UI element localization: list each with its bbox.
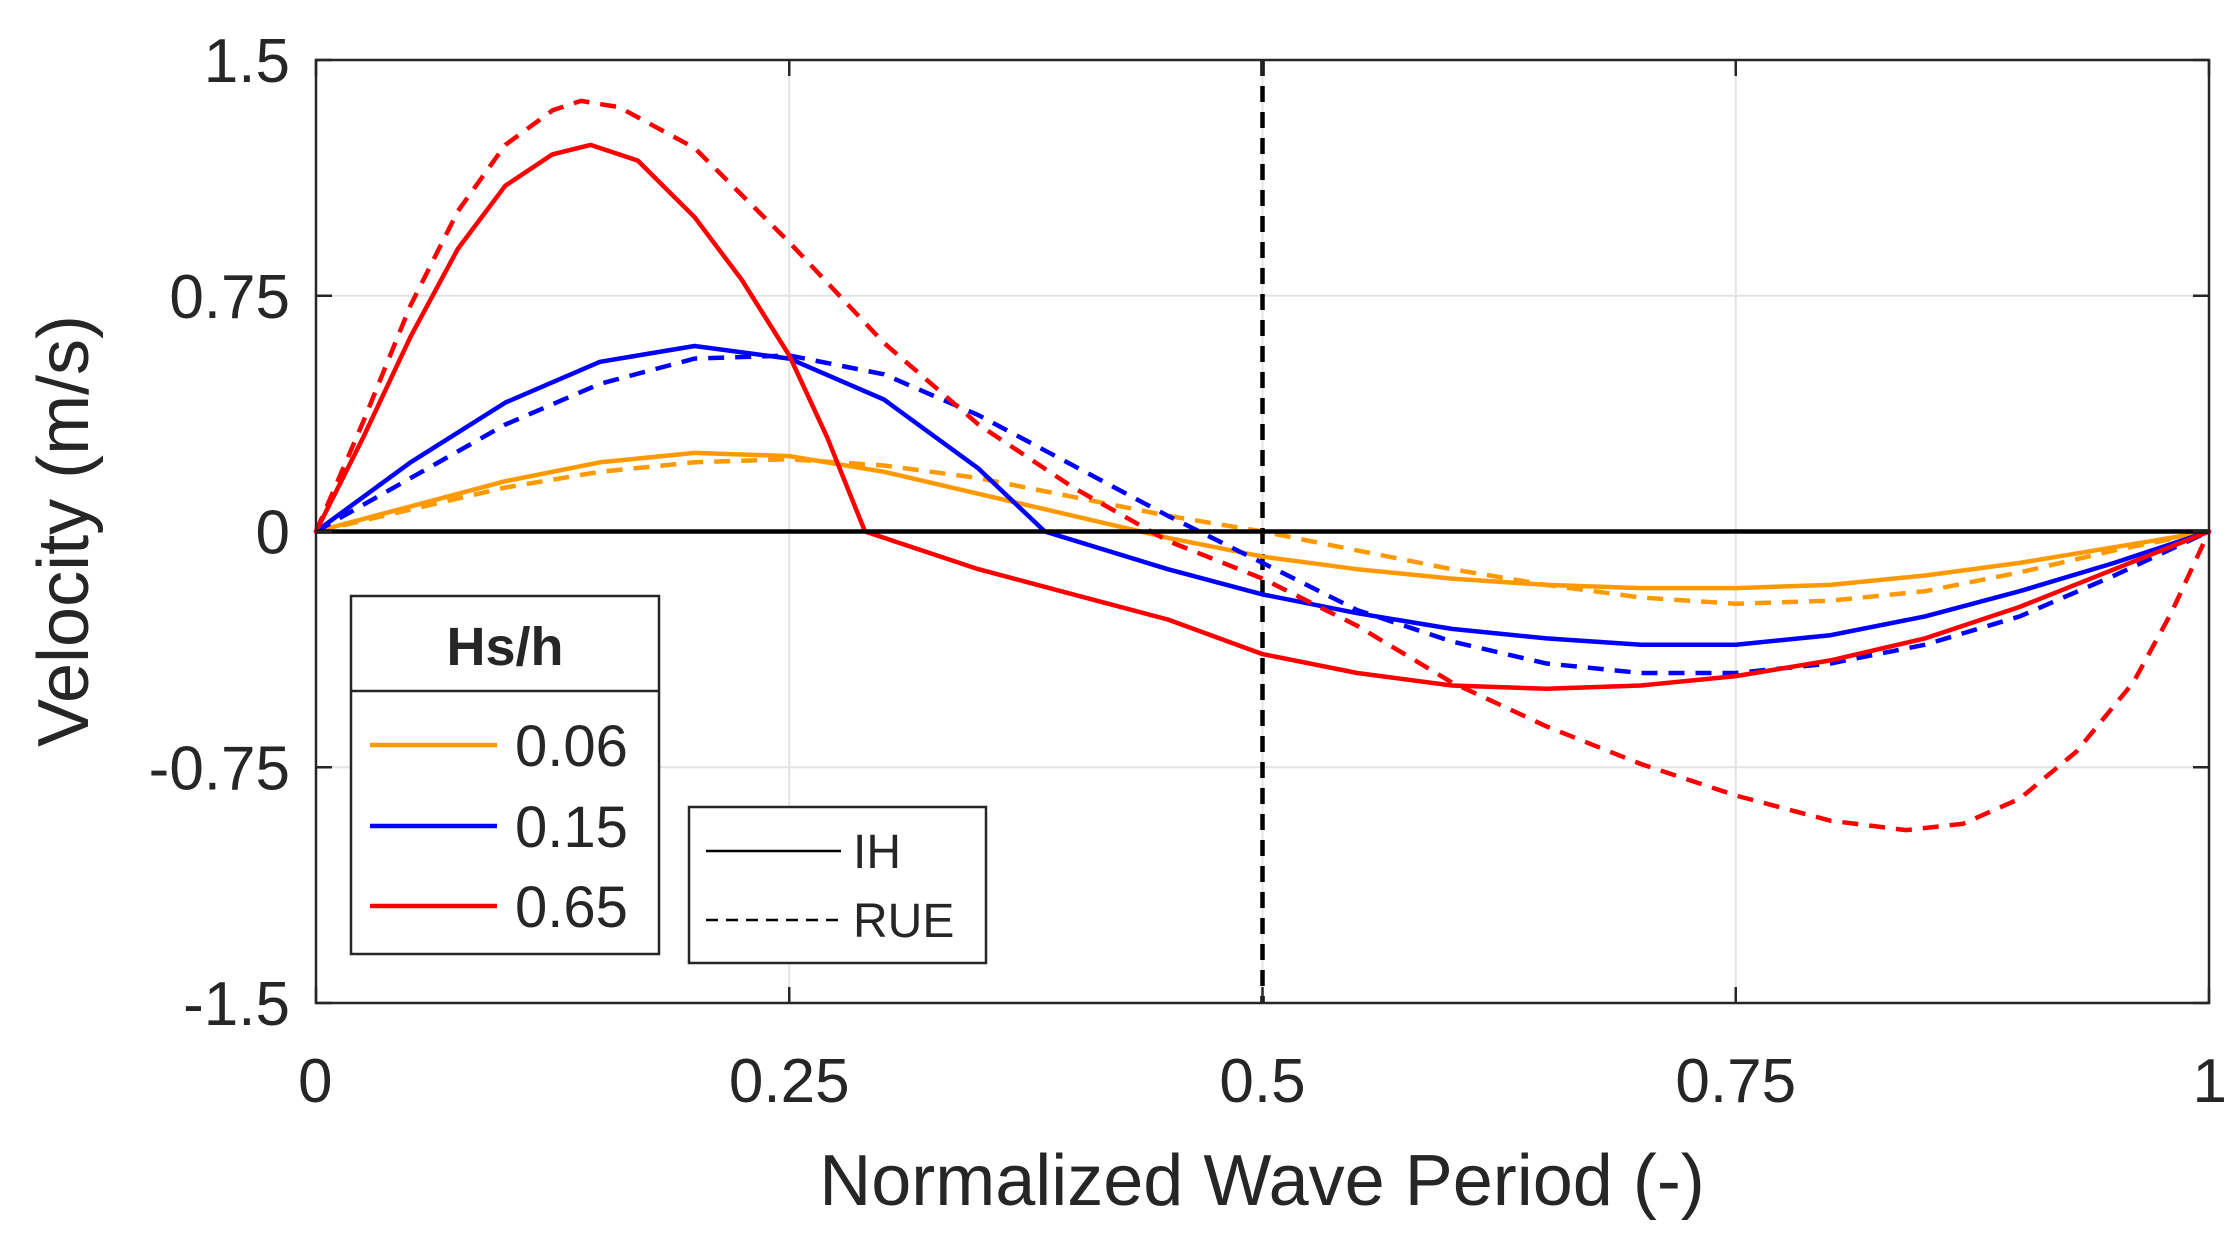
legend-label-ih: IH bbox=[853, 826, 901, 879]
legend-style-box bbox=[687, 805, 988, 965]
x-tick-label-2: 0.5 bbox=[1219, 1047, 1305, 1116]
y-tick-label-4: 1.5 bbox=[204, 27, 290, 96]
x-tick-label-1: 0.25 bbox=[729, 1047, 850, 1116]
legend-label-0.15: 0.15 bbox=[515, 795, 628, 860]
x-tick-label-3: 0.75 bbox=[1675, 1047, 1796, 1116]
series-layer bbox=[313, 98, 2212, 833]
legend-hs-title: Hs/h bbox=[446, 617, 563, 677]
y-axis-title: Velocity (m/s) bbox=[24, 315, 104, 747]
legend-hs: Hs/h 0.06 0.15 0.65 bbox=[349, 594, 661, 956]
x-tick-label-0: 0 bbox=[298, 1047, 332, 1116]
series-line-0.65-ih bbox=[313, 142, 2212, 691]
axis-ticks: 0 0.25 0.5 0.75 1 -1.5 -0.75 0 0.75 1.5 bbox=[149, 27, 2227, 1116]
series-line-0.15-ih bbox=[313, 343, 2212, 647]
y-tick-label-3: 0.75 bbox=[169, 263, 290, 332]
legend-style: IH RUE bbox=[687, 805, 988, 965]
series-line-0.65-rue bbox=[313, 98, 2212, 833]
x-axis-title: Normalized Wave Period (-) bbox=[819, 1141, 1705, 1221]
legend-label-0.06: 0.06 bbox=[515, 714, 628, 779]
legend-hs-box bbox=[349, 594, 661, 956]
legend-label-rue: RUE bbox=[853, 895, 954, 948]
y-tick-label-2: 0 bbox=[256, 499, 290, 568]
y-tick-label-0: -1.5 bbox=[183, 970, 290, 1039]
x-tick-label-4: 1 bbox=[2193, 1047, 2227, 1116]
series-line-0.15-rue bbox=[314, 353, 2210, 676]
legend-label-0.65: 0.65 bbox=[515, 875, 628, 940]
y-tick-label-1: -0.75 bbox=[149, 734, 290, 803]
series-line-0.06-ih bbox=[313, 450, 2212, 591]
